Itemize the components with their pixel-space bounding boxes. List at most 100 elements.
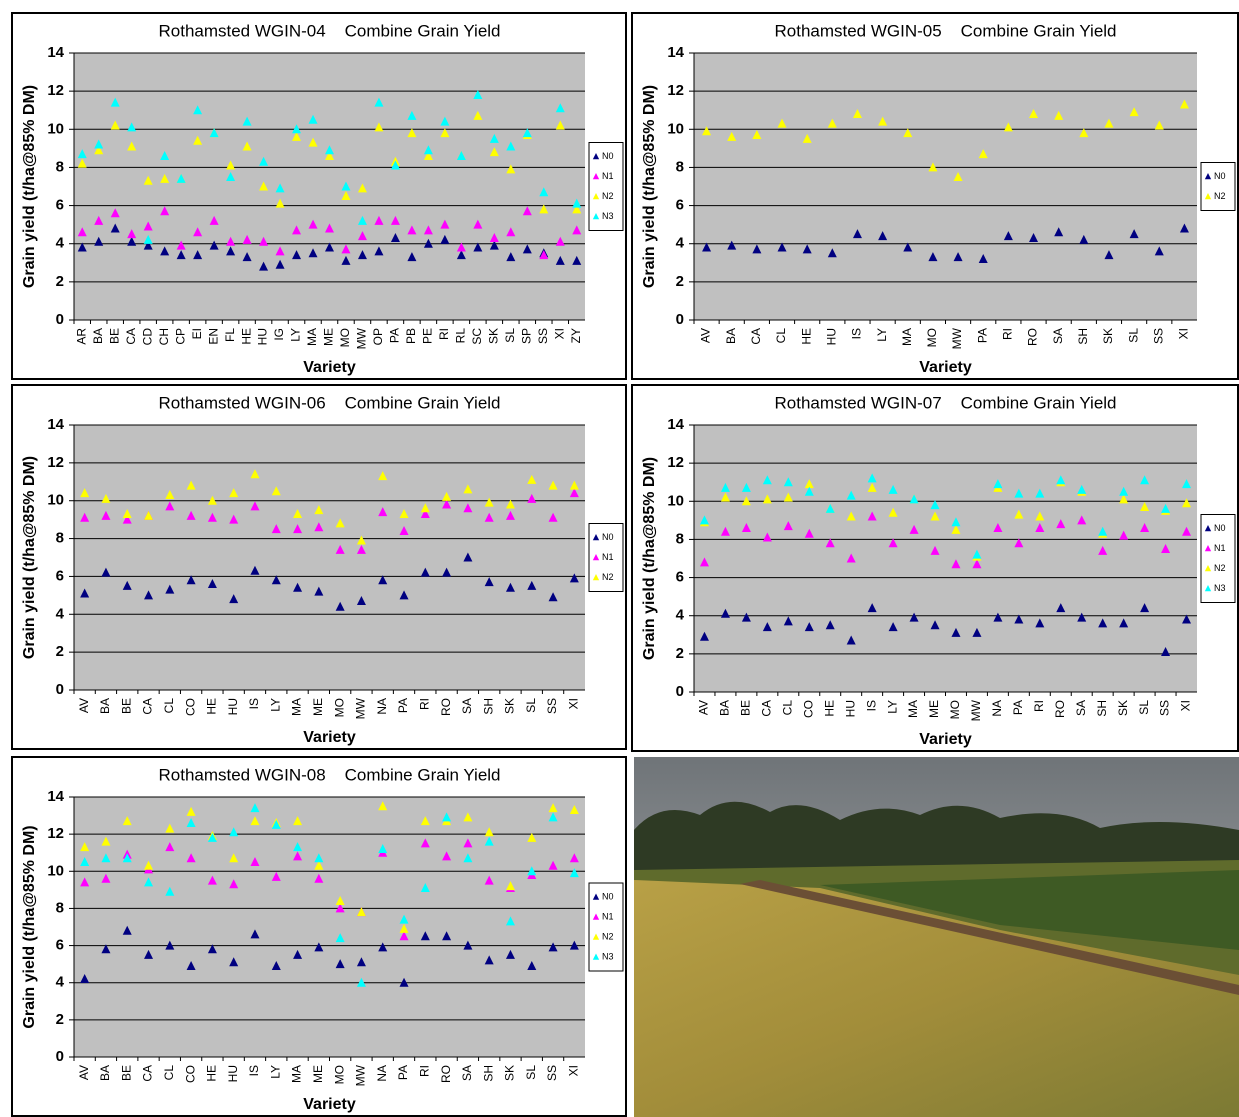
- point: [242, 116, 252, 126]
- x-tick-label: HU: [824, 328, 838, 345]
- point: [423, 150, 433, 160]
- y-tick-label: 4: [56, 235, 65, 252]
- point: [569, 940, 579, 950]
- point: [378, 471, 388, 481]
- legend-marker: [1204, 525, 1212, 532]
- x-tick-label: RI: [1032, 700, 1046, 712]
- x-tick-label: BE: [119, 1065, 133, 1081]
- point: [1098, 545, 1108, 555]
- point: [1014, 538, 1024, 548]
- point: [250, 501, 260, 511]
- point: [209, 215, 219, 225]
- point: [341, 244, 351, 254]
- point: [442, 567, 452, 577]
- point: [110, 97, 120, 107]
- point: [229, 488, 239, 498]
- point: [846, 490, 856, 500]
- point: [325, 242, 334, 252]
- point: [275, 246, 285, 256]
- legend-label: N3: [602, 211, 614, 221]
- x-tick-label: SL: [524, 698, 538, 713]
- point: [777, 242, 787, 252]
- point: [293, 524, 303, 534]
- point: [357, 215, 367, 225]
- point: [473, 242, 483, 252]
- point: [314, 853, 324, 863]
- x-tick-label: MO: [332, 698, 346, 717]
- point: [144, 590, 154, 600]
- point: [357, 250, 367, 260]
- point: [193, 105, 203, 115]
- point: [242, 252, 252, 262]
- legend-marker: [592, 953, 600, 960]
- point: [804, 479, 814, 489]
- chart-panel: Rothamsted WGIN-08 Combine Grain Yield 0 2…: [11, 756, 627, 1117]
- point: [259, 261, 269, 271]
- point: [292, 131, 302, 141]
- x-tick-label: EI: [190, 328, 204, 339]
- x-tick-label: PA: [388, 328, 402, 343]
- point: [335, 896, 345, 905]
- y-tick-label: 12: [667, 82, 684, 99]
- x-tick-label: RO: [439, 698, 453, 716]
- point: [80, 488, 90, 498]
- y-tick-label: 12: [47, 82, 64, 99]
- plot-area: [74, 425, 585, 690]
- point: [777, 118, 787, 128]
- point: [720, 492, 730, 502]
- point: [720, 608, 730, 618]
- x-tick-label: MO: [332, 1065, 346, 1084]
- point: [1154, 120, 1164, 130]
- x-tick-label: CO: [183, 698, 197, 716]
- point: [802, 133, 812, 143]
- y-tick-label: 8: [56, 158, 64, 175]
- point: [165, 823, 175, 833]
- point: [1104, 118, 1114, 128]
- x-tick-label: LY: [268, 698, 282, 712]
- point: [489, 240, 499, 250]
- point: [209, 128, 219, 138]
- legend-marker: [1204, 173, 1212, 180]
- x-tick-label: SS: [545, 698, 559, 714]
- point: [741, 482, 751, 492]
- x-tick-label: LY: [289, 328, 303, 342]
- x-tick-label: CH: [157, 328, 171, 345]
- point: [569, 853, 579, 863]
- point: [186, 961, 196, 970]
- point: [144, 510, 154, 520]
- point: [356, 977, 366, 987]
- point: [144, 860, 154, 870]
- point: [463, 853, 473, 863]
- x-tick-label: SS: [1151, 328, 1165, 344]
- legend-marker: [592, 213, 600, 220]
- y-tick-label: 14: [47, 44, 64, 61]
- x-tick-label: CL: [162, 1065, 176, 1081]
- y-tick-label: 4: [56, 974, 65, 991]
- y-tick-label: 10: [47, 492, 64, 509]
- point: [951, 524, 961, 534]
- legend-label: N1: [602, 911, 614, 921]
- point: [1014, 488, 1024, 498]
- chart-panel: Rothamsted WGIN-04 Combine Grain Yield 0 2…: [11, 12, 627, 380]
- x-tick-label: SL: [1137, 700, 1151, 715]
- point: [463, 503, 473, 513]
- x-tick-label: AV: [697, 700, 711, 715]
- point: [390, 215, 400, 225]
- point: [903, 242, 913, 252]
- point: [539, 204, 549, 214]
- x-tick-label: IG: [272, 328, 286, 341]
- point: [548, 803, 558, 813]
- point: [783, 477, 793, 487]
- point: [548, 512, 558, 522]
- point: [888, 622, 898, 632]
- point: [308, 114, 318, 124]
- point: [80, 857, 90, 866]
- point: [1182, 479, 1192, 489]
- point: [930, 500, 940, 510]
- point: [259, 236, 269, 246]
- x-tick-label: SK: [487, 328, 501, 344]
- point: [407, 110, 417, 120]
- point: [271, 961, 281, 970]
- y-tick-label: 14: [667, 44, 684, 61]
- point: [259, 156, 269, 166]
